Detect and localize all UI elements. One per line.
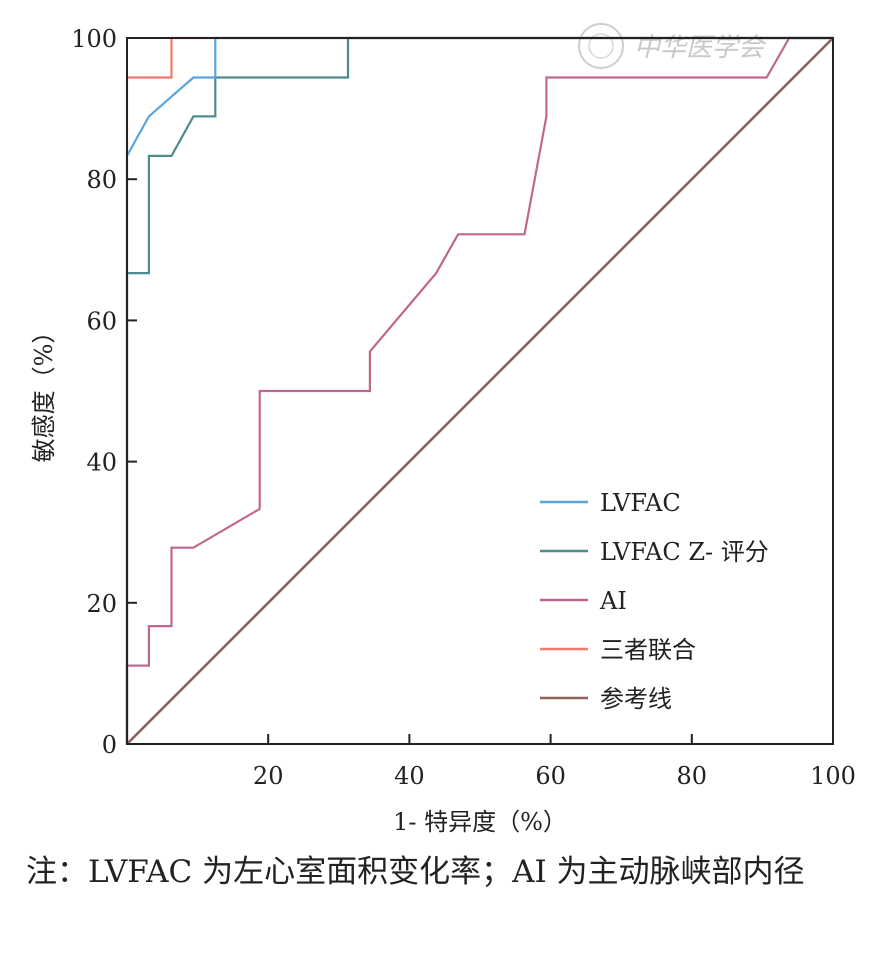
roc-chart: 中华医学会 20 40 60 80 100 0 20 40 60 80 100 1- 特异度（%）… [30,23,856,836]
plot-lines [125,36,834,745]
series-line-2-lvfac-z [125,36,833,744]
y-tick-label: 20 [86,590,117,618]
x-tick-label: 60 [535,762,566,790]
legend-label-3: AI [599,587,627,615]
watermark: 中华医学会 [578,23,767,69]
figure-note: 注：LVFAC 为左心室面积变化率；AI 为主动脉峡部内径 [26,854,805,890]
y-tick-label: 60 [86,307,117,335]
y-tick-label: 0 [102,731,117,759]
legend-label-5: 参考线 [600,685,672,713]
series-line-1-lvfac [125,36,833,744]
x-axis-title: 1- 特异度（%） [393,808,567,836]
watermark-seal-icon [578,23,624,69]
y-axis-title: 敏感度（%） [30,320,58,463]
x-tick-label: 100 [810,762,856,790]
y-tick-label: 40 [86,449,117,477]
plot-frame [126,37,834,745]
x-axis: 20 40 60 80 100 [253,734,856,790]
x-tick-label: 20 [253,762,284,790]
legend-label-2: LVFAC Z- 评分 [600,538,769,566]
watermark-seal-inner [588,33,614,59]
series-line-5-series [126,37,834,745]
y-tick-label: 100 [71,25,117,53]
legend-label-4: 三者联合 [600,636,696,664]
legend-label-1: LVFAC [600,489,681,517]
y-axis: 0 20 40 60 80 100 [71,25,137,759]
y-tick-label: 80 [86,166,117,194]
x-tick-label: 80 [677,762,708,790]
x-tick-label: 40 [394,762,425,790]
series-line-3-ai [125,36,833,744]
